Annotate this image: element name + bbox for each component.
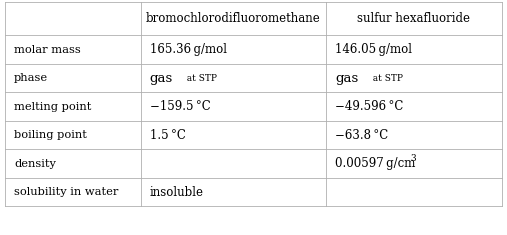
Text: gas: gas — [335, 71, 358, 85]
Text: 3: 3 — [410, 154, 416, 163]
Text: boiling point: boiling point — [14, 130, 87, 140]
Text: at STP: at STP — [367, 74, 403, 82]
Text: 165.36 g/mol: 165.36 g/mol — [150, 43, 227, 56]
Text: melting point: melting point — [14, 102, 92, 112]
Text: 1.5 °C: 1.5 °C — [150, 129, 186, 141]
Text: at STP: at STP — [182, 74, 218, 82]
Text: −49.596 °C: −49.596 °C — [335, 100, 404, 113]
Text: bromochlorodifluoromethane: bromochlorodifluoromethane — [146, 12, 321, 25]
Text: phase: phase — [14, 73, 48, 83]
Text: insoluble: insoluble — [150, 186, 204, 199]
Text: solubility in water: solubility in water — [14, 187, 119, 197]
Text: −159.5 °C: −159.5 °C — [150, 100, 210, 113]
Text: molar mass: molar mass — [14, 45, 81, 55]
Text: gas: gas — [150, 71, 173, 85]
Text: 0.00597 g/cm: 0.00597 g/cm — [335, 157, 416, 170]
Text: 146.05 g/mol: 146.05 g/mol — [335, 43, 412, 56]
Text: density: density — [14, 159, 56, 168]
Text: −63.8 °C: −63.8 °C — [335, 129, 388, 141]
Text: sulfur hexafluoride: sulfur hexafluoride — [357, 12, 470, 25]
